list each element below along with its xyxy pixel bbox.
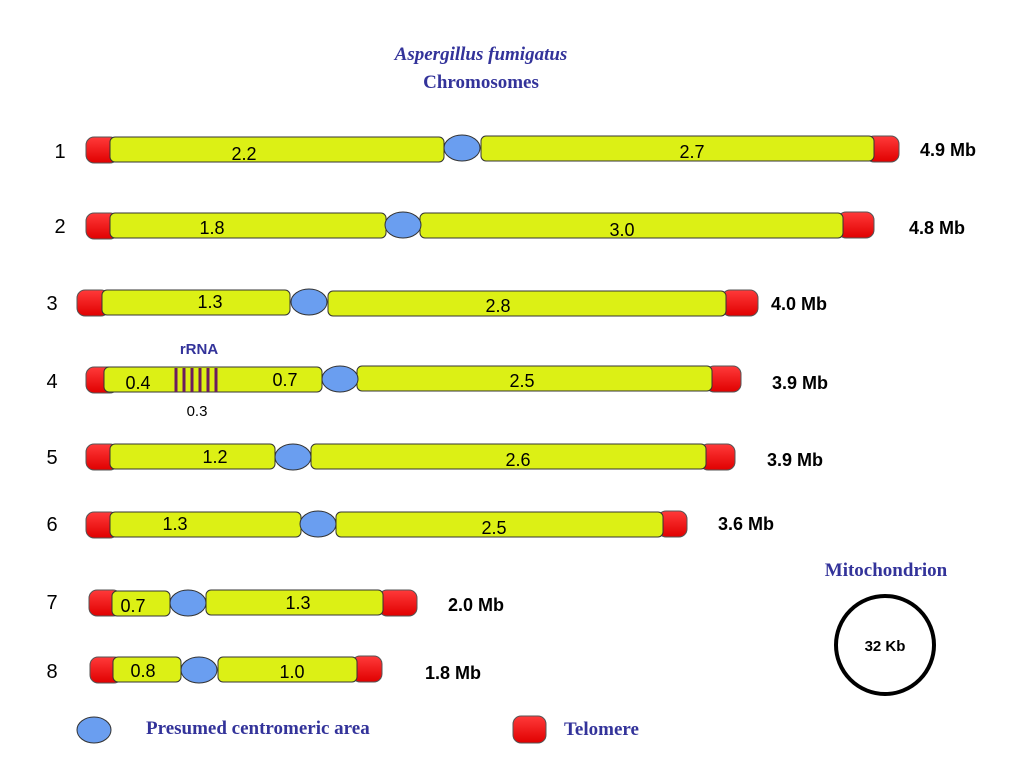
mitochondrion-label: Mitochondrion bbox=[825, 560, 948, 581]
left-arm-segment-a-size: 0.4 bbox=[125, 373, 150, 393]
chromosome-size: 3.9 Mb bbox=[772, 373, 828, 393]
chromosome-number: 7 bbox=[46, 592, 57, 614]
chromosome-size: 1.8 Mb bbox=[425, 663, 481, 683]
left-arm-size: 1.2 bbox=[202, 447, 227, 467]
chromosome-arm-left bbox=[109, 511, 302, 538]
chromosome-size: 2.0 Mb bbox=[448, 595, 504, 615]
telomere-right bbox=[721, 289, 759, 317]
right-arm-size: 1.0 bbox=[279, 662, 304, 682]
left-arm-size: 1.8 bbox=[199, 218, 224, 238]
mitochondrion-size: 32 Kb bbox=[865, 638, 906, 655]
mitochondrion-circle bbox=[834, 594, 936, 696]
chromosome-size: 3.6 Mb bbox=[718, 514, 774, 534]
rrna-region-size: 0.3 bbox=[187, 403, 208, 420]
chromosome-number: 1 bbox=[54, 141, 65, 163]
right-arm-size: 2.5 bbox=[481, 518, 506, 538]
legend-centromere-icon bbox=[76, 716, 112, 744]
chromosome-7: 7 0.7 1.3 2.0 Mb bbox=[46, 589, 504, 617]
left-arm-size: 0.8 bbox=[130, 661, 155, 681]
chromosome-2: 2 1.8 3.0 4.8 Mb bbox=[54, 211, 965, 240]
chromosome-arm-left bbox=[109, 443, 276, 470]
left-arm-size: 1.3 bbox=[162, 514, 187, 534]
centromere bbox=[384, 211, 422, 239]
diagram-title-species: Aspergillus fumigatus bbox=[394, 44, 568, 65]
mitochondrion: Mitochondrion 32 Kb bbox=[825, 560, 948, 696]
chromosome-5: 5 1.2 2.6 3.9 Mb bbox=[46, 443, 823, 471]
chromosome-8: 8 0.8 1.0 1.8 Mb bbox=[46, 655, 481, 684]
centromere bbox=[321, 365, 359, 393]
legend: Presumed centromeric area Telomere bbox=[76, 715, 639, 744]
legend-telomere-label: Telomere bbox=[564, 719, 639, 740]
chromosome-arm-right bbox=[327, 290, 727, 317]
chromosome-number: 6 bbox=[46, 514, 57, 536]
chromosome-size: 3.9 Mb bbox=[767, 450, 823, 470]
chromosome-4: 4 rRNA 0.4 0.7 0.3 2.5 3.9 Mb bbox=[46, 341, 828, 420]
right-arm-size: 2.8 bbox=[485, 296, 510, 316]
chromosome-size: 4.8 Mb bbox=[909, 218, 965, 238]
left-arm-size: 2.2 bbox=[231, 144, 256, 164]
chromosome-arm-left bbox=[109, 212, 387, 239]
chromosome-number: 5 bbox=[46, 447, 57, 469]
left-arm-size: 1.3 bbox=[197, 292, 222, 312]
chromosome-arm-right bbox=[217, 656, 358, 683]
diagram-title-chromosomes: Chromosomes bbox=[423, 72, 539, 93]
chromosome-arm-left bbox=[101, 289, 291, 316]
telomere-right bbox=[378, 589, 418, 617]
rrna-label: rRNA bbox=[180, 341, 219, 358]
right-arm-size: 2.6 bbox=[505, 450, 530, 470]
centromere bbox=[290, 288, 328, 316]
centromere bbox=[443, 134, 481, 162]
centromere bbox=[180, 656, 218, 684]
centromere bbox=[169, 589, 207, 617]
left-arm-size: 0.7 bbox=[120, 596, 145, 616]
right-arm-size: 3.0 bbox=[609, 220, 634, 240]
right-arm-size: 2.5 bbox=[509, 371, 534, 391]
chromosome-arm-left bbox=[109, 136, 445, 163]
rrna-stripes bbox=[174, 368, 218, 392]
chromosome-number: 4 bbox=[46, 371, 57, 393]
chromosome-number: 3 bbox=[46, 293, 57, 315]
chromosome-size: 4.0 Mb bbox=[771, 294, 827, 314]
legend-telomere-icon bbox=[512, 715, 547, 744]
chromosome-6: 6 1.3 2.5 3.6 Mb bbox=[46, 510, 774, 539]
chromosome-size: 4.9 Mb bbox=[920, 140, 976, 160]
chromosome-number: 8 bbox=[46, 661, 57, 683]
chromosome-number: 2 bbox=[54, 216, 65, 238]
centromere bbox=[299, 510, 337, 538]
right-arm-size: 2.7 bbox=[679, 142, 704, 162]
chromosome-arm-right bbox=[480, 135, 875, 162]
legend-centromere-label: Presumed centromeric area bbox=[146, 718, 370, 739]
left-arm-segment-b-size: 0.7 bbox=[272, 370, 297, 390]
centromere bbox=[274, 443, 312, 471]
chromosome-3: 3 1.3 2.8 4.0 Mb bbox=[46, 288, 827, 317]
chromosome-1: 1 2.2 2.7 4.9 Mb bbox=[54, 134, 976, 164]
right-arm-size: 1.3 bbox=[285, 593, 310, 613]
